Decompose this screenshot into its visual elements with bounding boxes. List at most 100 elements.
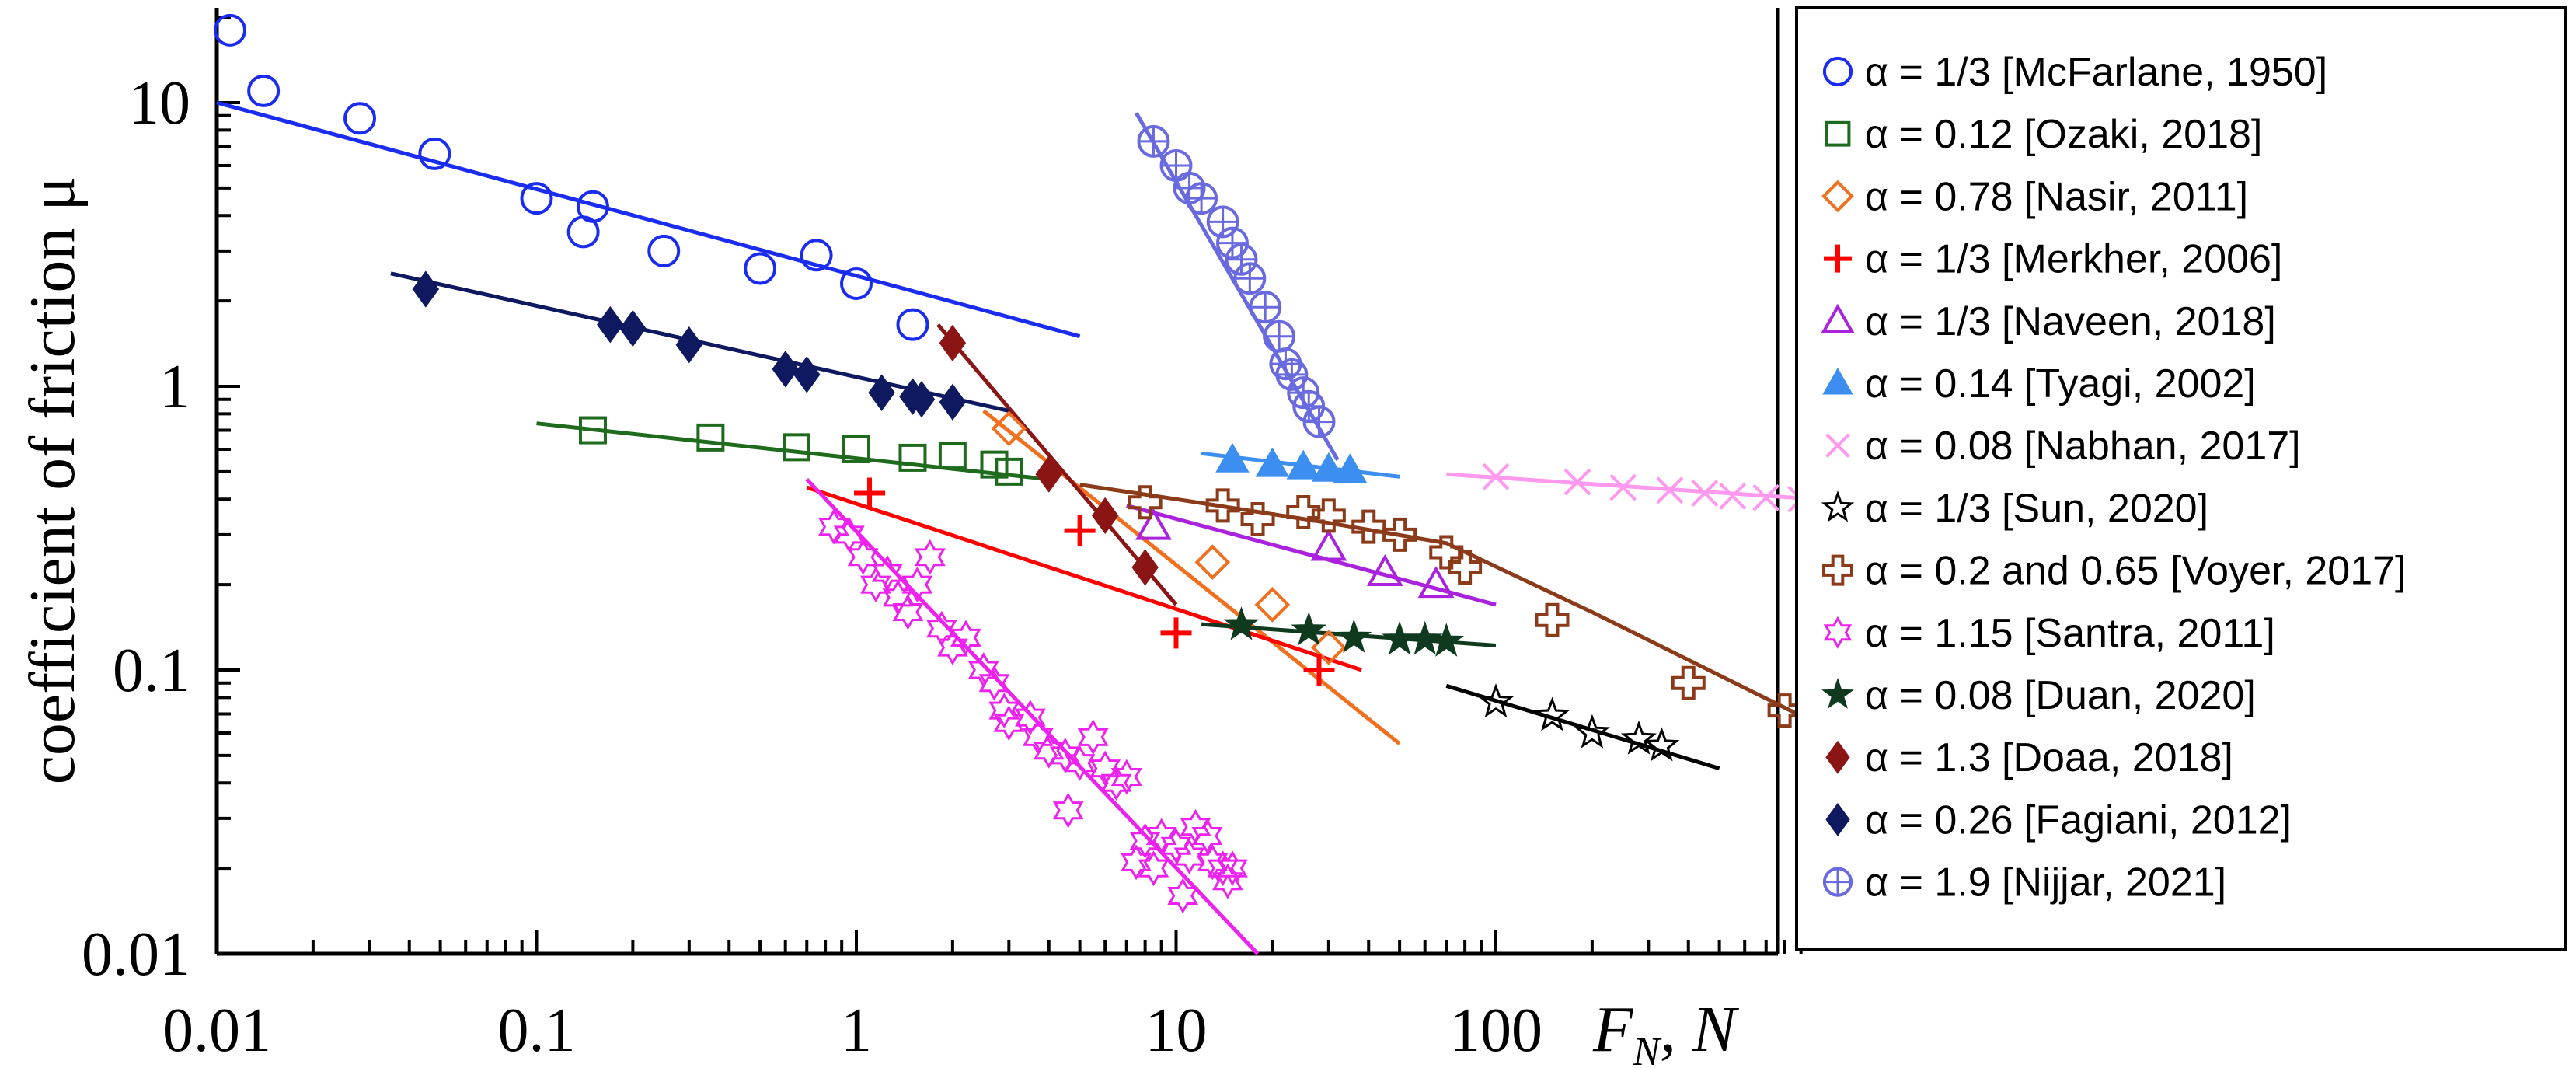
data-point-series-13 [1137,124,1170,158]
legend-entry-label: α = 0.26 [Fagiani, 2012] [1865,798,2292,843]
data-point-series-9 [1160,828,1192,864]
data-point-series-5 [1312,452,1346,482]
legend-entry-label: α = 1/3 [McFarlane, 1950] [1865,50,2327,95]
data-point-series-9 [988,693,1020,729]
data-point-series-1 [783,433,811,462]
data-point-series-9 [1212,863,1243,899]
legend-marker [1823,616,1853,649]
data-point-series-0 [247,74,281,107]
legend-marker [1821,303,1855,333]
data-point-series-9 [1167,878,1199,914]
data-point-series-9 [993,705,1025,742]
fit-line-series-1 [536,421,1049,482]
data-point-series-12 [793,356,821,393]
data-point-series-9 [1077,719,1109,756]
x-axis-title: FN, N [1592,993,1739,1068]
legend-marker [1821,490,1855,522]
legend-marker [1825,433,1850,459]
data-point-series-9 [950,620,981,656]
fit-line-series-6 [1446,472,1816,501]
data-point-series-9 [937,630,968,666]
data-point-series-1 [898,443,927,472]
x-tick-label: 1 [841,996,872,1065]
data-point-series-8 [1128,485,1163,520]
data-point-series-4 [1366,553,1403,587]
data-point-series-0 [214,13,247,47]
legend-marker [1822,867,1853,897]
data-point-series-7 [1574,714,1610,749]
data-point-series-13 [1302,405,1336,438]
data-point-series-9 [1089,750,1121,787]
data-point-series-10 [1428,623,1465,657]
data-point-series-1 [578,416,607,445]
legend-marker [1822,554,1853,586]
data-point-series-11 [1091,497,1119,535]
data-point-series-4 [1135,508,1172,540]
data-point-series-2 [1194,544,1231,581]
data-point-series-2 [1254,587,1291,623]
data-point-series-0 [840,267,873,300]
data-point-series-12 [772,351,799,388]
data-point-series-9 [860,567,891,603]
data-point-series-9 [892,594,924,630]
legend-box [1795,6,2567,951]
legend-entry-label: α = 0.14 [Tyagi, 2002] [1865,361,2256,407]
data-point-series-6 [1656,476,1684,504]
legend-entry-label: α = 0.08 [Nabhan, 2017] [1865,424,2301,469]
data-point-series-0 [520,182,553,215]
data-point-series-9 [1216,850,1248,887]
legend-entry-label: α = 0.78 [Nasir, 2011] [1865,174,2248,219]
data-point-series-9 [1110,759,1142,795]
data-point-series-8 [1382,517,1417,552]
data-point-series-8 [1535,602,1570,637]
data-point-series-9 [1145,818,1177,854]
data-point-series-9 [872,555,903,591]
data-point-series-9 [1052,792,1084,829]
data-point-series-9 [1121,844,1152,881]
legend-entry-label: α = 1.9 [Nijjar, 2021] [1865,860,2226,906]
legend-entry-label: α = 0.08 [Duan, 2020] [1865,673,2256,718]
data-point-series-9 [1191,818,1223,854]
data-point-series-11 [1035,455,1062,493]
data-point-series-9 [1129,822,1161,859]
data-point-series-11 [1131,549,1159,586]
data-point-series-0 [896,308,929,341]
data-point-series-1 [842,435,870,463]
data-point-series-12 [597,305,624,344]
x-tick-labels: 0.01 0.1 1 10 100 [162,996,1542,1065]
fit-line-series-11 [936,323,1178,606]
data-point-series-8 [1286,494,1321,529]
data-point-series-0 [647,234,681,267]
legend-marker [1821,678,1854,709]
data-point-series-8 [1311,498,1346,533]
data-point-series-8 [1205,488,1240,523]
legend-marker [1821,180,1854,213]
data-point-series-9 [847,539,879,575]
data-point-series-13 [1263,319,1296,353]
data-point-series-8 [1767,693,1802,728]
data-point-series-12 [619,309,647,347]
data-point-series-8 [1448,550,1483,585]
y-tick-label: 10 [128,69,190,138]
data-point-series-6 [1609,473,1637,501]
data-point-series-8 [1429,535,1464,570]
fit-line-series-3 [806,485,1362,672]
legend-marker [1825,802,1850,836]
legend-marker [1825,740,1850,774]
data-point-series-10 [1291,611,1327,646]
data-point-series-2 [991,410,1027,447]
legend-marker [1824,244,1852,273]
data-point-series-13 [1185,182,1218,215]
fit-line-series-9 [805,477,1260,955]
data-point-series-9 [1064,745,1096,781]
data-point-series-10 [1336,619,1372,653]
data-point-series-1 [696,423,725,452]
legend-entry-label: α = 1/3 [Naveen, 2018] [1865,299,2276,344]
x-tick-label: 0.1 [498,996,576,1065]
fit-line-series-0 [216,100,1081,339]
data-point-series-3 [1303,654,1335,686]
data-point-series-7 [1477,683,1515,718]
data-point-series-1 [938,442,967,470]
data-point-series-5 [1286,449,1320,480]
data-point-series-5 [1215,442,1250,473]
